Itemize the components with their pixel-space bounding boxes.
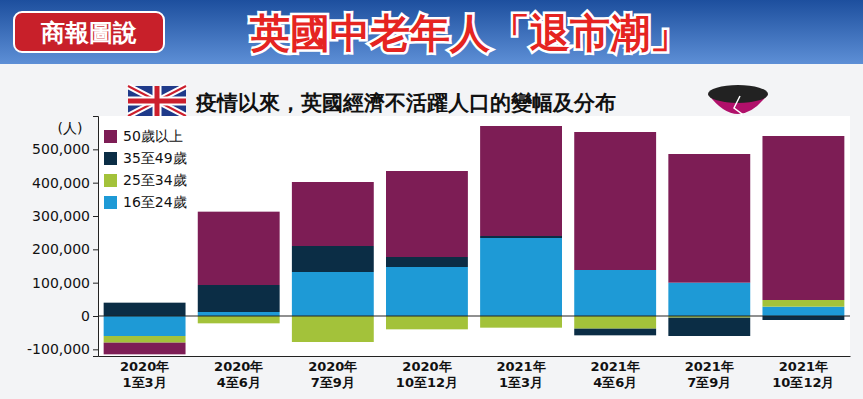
background — [0, 0, 863, 399]
legend-label: 35至49歲 — [123, 150, 187, 166]
y-tick: 100,000 — [32, 275, 98, 291]
y-tick-label: 100,000 — [32, 275, 90, 291]
title: 英國中老年人「退市潮」 — [249, 10, 690, 56]
zero-line — [98, 315, 850, 316]
bars — [104, 126, 845, 354]
x-tick-label: 2020年4至6月 — [214, 359, 263, 390]
y-tick-label: 400,000 — [32, 175, 90, 191]
y-tick-label: 300,000 — [32, 208, 90, 224]
y-tick-mark — [93, 183, 98, 184]
y-tick: 500,000 — [32, 141, 98, 157]
x-tick-label: 2021年10至12月 — [772, 359, 834, 390]
legend-label: 25至34歲 — [123, 172, 187, 188]
x-tick-label: 2021年7至9月 — [685, 359, 734, 390]
legend-item: 50歲以上 — [104, 128, 183, 144]
y-tick-label: 500,000 — [32, 141, 90, 157]
bar — [198, 316, 280, 323]
x-tick: 2020年7至9月 — [308, 356, 357, 390]
x-tick-label: 2020年10至12月 — [396, 359, 458, 390]
bar — [574, 316, 656, 329]
y-tick: 400,000 — [32, 175, 98, 191]
bar — [198, 285, 280, 312]
legend-swatch — [104, 196, 117, 209]
subtitle: 疫情以來，英國經濟不活躍人口的變幅及分布 — [195, 91, 616, 115]
x-tick-label: 2021年4至6月 — [591, 359, 640, 390]
legend-label: 16至24歲 — [123, 194, 187, 210]
bar — [480, 238, 562, 316]
legend: 50歲以上 35至49歲 25至34歲 16至24歲 — [104, 128, 187, 210]
bar — [104, 336, 186, 343]
legend-swatch — [104, 152, 117, 165]
bar — [104, 316, 186, 336]
flag-icon — [128, 86, 186, 116]
y-tick-mark — [93, 316, 98, 317]
y-tick-label: 0 — [81, 308, 90, 324]
chart: 商報圖說 英國中老年人「退市潮」疫情以來，英國經濟不活躍人口的變幅及分布 -100,… — [0, 0, 863, 399]
y-tick: 0 — [81, 308, 98, 324]
y-tick: -100,000 — [27, 341, 98, 357]
legend-swatch — [104, 174, 117, 187]
bar — [574, 329, 656, 336]
y-axis-line — [93, 117, 99, 357]
x-tick: 2021年7至9月 — [685, 356, 734, 390]
y-axis: -100,000 0 100,000 200,000 300,000 400,000 500… — [27, 117, 98, 358]
x-axis-line — [99, 356, 851, 357]
bar — [198, 212, 280, 285]
y-axis-title: (人) — [58, 120, 83, 136]
bar — [668, 154, 750, 283]
legend-swatch — [104, 130, 117, 143]
series-bars — [104, 126, 845, 354]
bar — [574, 132, 656, 270]
bar — [668, 283, 750, 316]
bar — [104, 343, 186, 355]
y-tick-mark — [93, 349, 98, 350]
legend-item: 16至24歲 — [104, 194, 187, 210]
legend-item: 35至49歲 — [104, 150, 187, 166]
y-tick-mark — [93, 216, 98, 217]
x-axis: 2020年1至3月 2020年4至6月 2020年7至9月 2020年10至12月 20… — [99, 356, 851, 390]
x-tick: 2021年1至3月 — [496, 356, 545, 390]
bar — [386, 257, 468, 267]
bar — [292, 246, 374, 272]
y-tick-mark — [93, 283, 98, 284]
badge: 商報圖說 — [40, 19, 137, 47]
bar — [386, 316, 468, 329]
x-tick-label: 2020年7至9月 — [308, 359, 357, 390]
bar — [762, 307, 844, 316]
y-tick: 200,000 — [32, 241, 98, 257]
badge-box — [14, 12, 164, 52]
bar — [386, 267, 468, 316]
bar — [292, 182, 374, 246]
x-tick-label: 2020年1至3月 — [120, 359, 169, 390]
x-tick: 2021年4至6月 — [591, 356, 640, 390]
bar — [762, 136, 844, 300]
bar — [292, 272, 374, 316]
x-tick-label: 2021年1至3月 — [496, 359, 545, 390]
x-tick: 2020年4至6月 — [214, 356, 263, 390]
bar — [292, 316, 374, 342]
y-tick: 300,000 — [32, 208, 98, 224]
bar — [104, 303, 186, 316]
legend-label: 50歲以上 — [123, 128, 183, 144]
y-tick-mark — [93, 149, 98, 150]
legend-item: 25至34歲 — [104, 172, 187, 188]
bar — [480, 126, 562, 236]
plot-area — [98, 116, 850, 356]
x-tick: 2020年1至3月 — [120, 356, 169, 390]
bar — [574, 270, 656, 316]
bar — [480, 236, 562, 238]
header-band — [0, 0, 863, 64]
y-tick-label: -100,000 — [27, 341, 90, 357]
bar — [762, 300, 844, 307]
x-tick: 2020年10至12月 — [396, 356, 458, 390]
x-tick: 2021年10至12月 — [772, 356, 834, 390]
y-tick-label: 200,000 — [32, 241, 90, 257]
bar — [480, 316, 562, 328]
bar — [386, 171, 468, 257]
bar — [668, 318, 750, 336]
y-tick-mark — [93, 249, 98, 250]
